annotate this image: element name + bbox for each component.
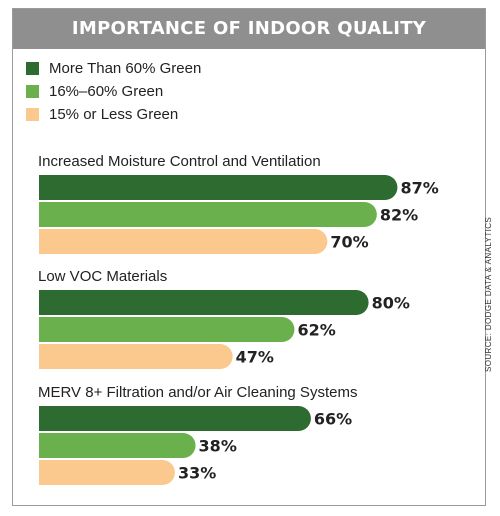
legend-swatch-more-than-60 [26, 62, 39, 75]
bar-increased-moisture-control-and-ventilation-series-0 [39, 175, 398, 200]
category-label-increased-moisture-control-and-ventilation: Increased Moisture Control and Ventilati… [38, 153, 321, 170]
data-label-merv-8-filtration-and-or-air-cleaning-systems-series-2: 33% [178, 464, 216, 483]
legend-swatch-15-or-less [26, 108, 39, 121]
data-label-increased-moisture-control-and-ventilation-series-1: 82% [380, 206, 418, 225]
legend-label-more-than-60: More Than 60% Green [49, 60, 202, 77]
bar-low-voc-materials-series-2 [39, 344, 233, 369]
data-label-merv-8-filtration-and-or-air-cleaning-systems-series-1: 38% [199, 437, 237, 456]
data-label-low-voc-materials-series-2: 47% [236, 348, 274, 367]
category-label-merv-8-filtration-and-or-air-cleaning-systems: MERV 8+ Filtration and/or Air Cleaning S… [38, 384, 357, 401]
legend-label-16-60: 16%–60% Green [49, 83, 164, 100]
bar-low-voc-materials-series-1 [39, 317, 295, 342]
data-label-increased-moisture-control-and-ventilation-series-2: 70% [330, 233, 368, 252]
bar-increased-moisture-control-and-ventilation-series-2 [39, 229, 328, 254]
legend-swatch-16-60 [26, 85, 39, 98]
bar-low-voc-materials-series-0 [39, 290, 369, 315]
data-label-low-voc-materials-series-1: 62% [297, 321, 335, 340]
bar-increased-moisture-control-and-ventilation-series-1 [39, 202, 377, 227]
bar-merv-8-filtration-and-or-air-cleaning-systems-series-2 [39, 460, 175, 485]
source-credit: SOURCE: DODGE DATA & ANALYTICS [484, 216, 493, 372]
chart-title: IMPORTANCE OF INDOOR QUALITY [13, 9, 485, 49]
data-label-low-voc-materials-series-0: 80% [372, 294, 410, 313]
data-label-increased-moisture-control-and-ventilation-series-0: 87% [400, 179, 438, 198]
bar-merv-8-filtration-and-or-air-cleaning-systems-series-1 [39, 433, 196, 458]
data-label-merv-8-filtration-and-or-air-cleaning-systems-series-0: 66% [314, 410, 352, 429]
bar-merv-8-filtration-and-or-air-cleaning-systems-series-0 [39, 406, 311, 431]
legend-label-15-or-less: 15% or Less Green [49, 106, 179, 123]
category-label-low-voc-materials: Low VOC Materials [38, 268, 167, 285]
